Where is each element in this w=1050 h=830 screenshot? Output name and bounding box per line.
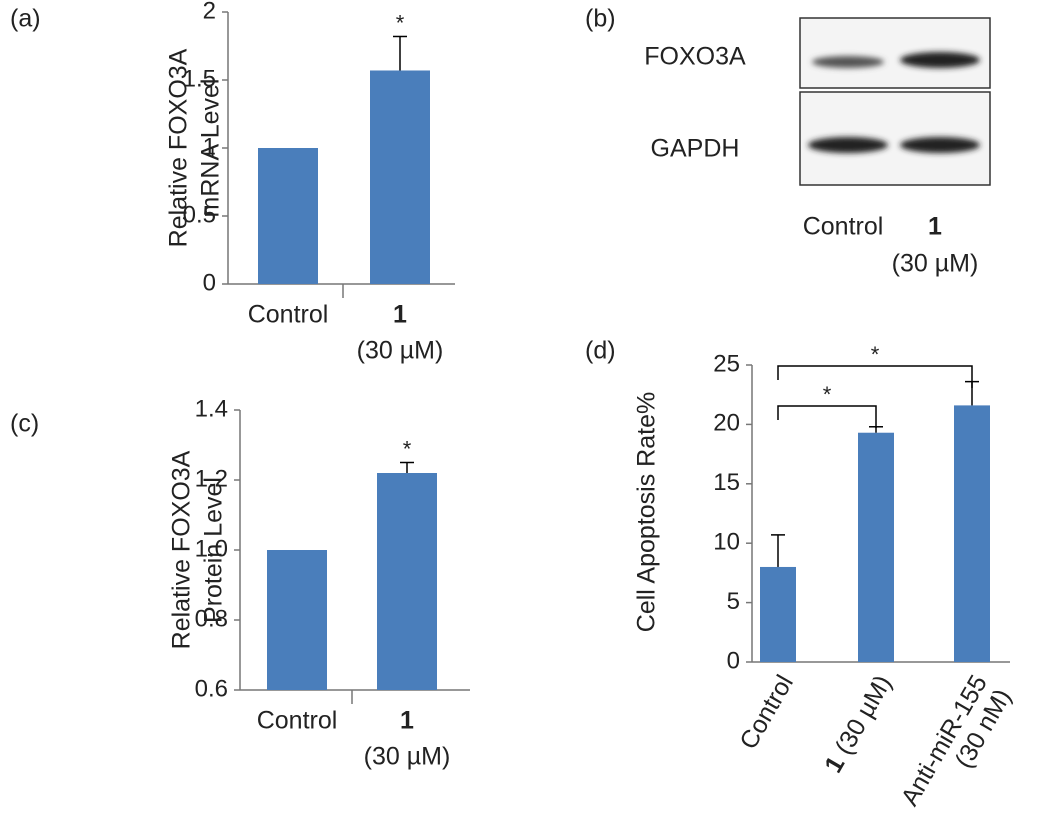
- panel-label: (c): [10, 410, 39, 438]
- x-tick-label: Control: [257, 707, 338, 735]
- blot-band: [808, 137, 888, 153]
- y-tick-label: 1.5: [183, 65, 216, 92]
- comparison-star: *: [823, 382, 832, 407]
- x-tick-label: (30 µM): [364, 743, 451, 771]
- y-tick-label: 15: [713, 469, 740, 496]
- y-tick-label: 0.8: [195, 605, 228, 632]
- error-bar: [400, 461, 414, 473]
- y-tick-label: 1: [203, 133, 216, 160]
- blot-lane-label: Control: [803, 213, 884, 241]
- bar: [760, 566, 796, 662]
- panel-label: (d): [585, 337, 616, 365]
- bar: [370, 70, 430, 284]
- y-axis-label: Cell Apoptosis Rate%: [633, 392, 661, 632]
- x-tick-label: 1 (30 µM): [819, 670, 897, 777]
- blot-lane-label: 1: [928, 213, 942, 241]
- y-tick-label: 0.5: [183, 201, 216, 228]
- y-tick-label: 1.2: [195, 465, 228, 492]
- y-tick-label: 1.0: [195, 535, 228, 562]
- blot-band: [900, 52, 980, 68]
- blot-band: [812, 56, 884, 68]
- y-axis-label: Protein Level: [200, 477, 228, 623]
- x-tick-label-part: (30 µM): [826, 670, 897, 765]
- blot-lane-label: (30 µM): [892, 250, 979, 278]
- y-tick-label: 5: [727, 588, 740, 615]
- error-bar: [393, 35, 407, 71]
- comparison-bracket: [777, 405, 877, 428]
- y-tick-label: 10: [713, 529, 740, 556]
- blot-panel: (b) FOXO3A GAPDH Control 1 (30 µM): [585, 5, 991, 278]
- bar: [858, 432, 894, 662]
- y-tick-label: 20: [713, 410, 740, 437]
- blot-row-label: GAPDH: [651, 135, 740, 163]
- panel-label: (a): [10, 5, 41, 33]
- x-tick-label: Control: [734, 670, 799, 754]
- blot-band: [900, 137, 980, 153]
- blot-row-label: FOXO3A: [644, 43, 746, 71]
- y-tick-label: 0: [203, 269, 216, 296]
- x-tick-label: 1: [400, 707, 414, 735]
- x-tick-label: (30 µM): [357, 337, 444, 365]
- y-tick-label: 0: [727, 647, 740, 674]
- y-tick-label: 25: [713, 350, 740, 377]
- y-tick-label: 2: [203, 0, 216, 24]
- bar: [267, 550, 327, 690]
- y-axis-label: Relative FOXO3A: [165, 48, 193, 247]
- y-tick-label: 0.6: [195, 675, 228, 702]
- significance-star: *: [403, 436, 412, 461]
- blot-box: [799, 17, 991, 89]
- x-tick-label: Control: [248, 301, 329, 329]
- bar: [954, 405, 990, 662]
- y-axis-label: Relative FOXO3A: [168, 450, 196, 649]
- x-tick-label: 1: [393, 301, 407, 329]
- error-bar: [771, 534, 785, 567]
- bar: [377, 473, 437, 690]
- panel-label: (b): [585, 5, 616, 33]
- y-tick-label: 1.4: [195, 395, 228, 422]
- comparison-bracket: [777, 365, 973, 388]
- bar: [258, 148, 318, 284]
- y-axis-label: mRNA Level: [197, 79, 225, 218]
- significance-star: *: [396, 10, 405, 35]
- comparison-star: *: [871, 342, 880, 367]
